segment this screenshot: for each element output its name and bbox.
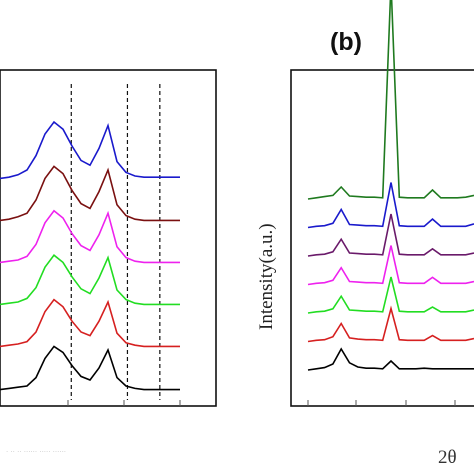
b-series-line-4 — [307, 245, 474, 286]
panel-a: . .. .. ...... ..... ...... — [0, 69, 217, 454]
panel-b-ticks — [307, 400, 456, 406]
a-series-line-2 — [0, 298, 180, 348]
panel-b-series — [307, 0, 474, 371]
a-series-line-4 — [0, 209, 180, 264]
b-series-line-5 — [307, 213, 474, 257]
a-series-line-3 — [0, 254, 180, 306]
panel-b-frame — [290, 69, 474, 407]
panel-a-ticks — [67, 400, 181, 406]
a-series-line-1 — [0, 345, 180, 391]
panel-b-y-axis-label: Intensity(a.u.) — [256, 223, 277, 330]
panel-a-faint-label: . .. .. ...... ..... ...... — [6, 445, 66, 454]
b-series-line-7 — [307, 0, 474, 200]
b-series-line-1 — [307, 347, 474, 371]
a-series-line-5 — [0, 165, 180, 222]
b-series-line-3 — [307, 276, 474, 314]
panel-a-reference-lines — [70, 84, 161, 400]
panel-a-frame — [0, 69, 217, 407]
panel-b-x-axis-label: 2θ — [438, 447, 457, 468]
panel-b-title: (b) — [330, 28, 362, 56]
a-series-line-6 — [0, 120, 180, 180]
panel-a-series — [0, 120, 180, 391]
panel-b: (b) Intensity(a.u.) 2θ — [256, 0, 474, 468]
b-series-line-2 — [307, 305, 474, 343]
b-series-line-6 — [307, 182, 474, 229]
